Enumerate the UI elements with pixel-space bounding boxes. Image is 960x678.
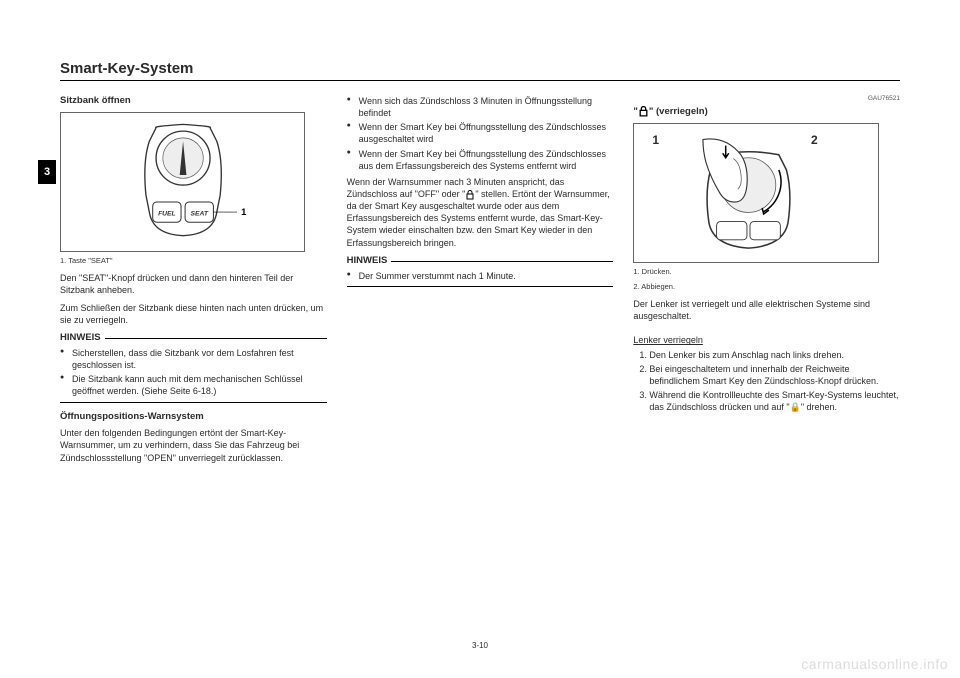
hinweis-rule bbox=[391, 261, 613, 262]
ignition-switch-illustration: FUEL SEAT 1 bbox=[76, 121, 290, 242]
para-locked: Der Lenker ist verriegelt und alle elekt… bbox=[633, 298, 900, 322]
figure-2-label-1: 1 bbox=[652, 132, 659, 148]
list-item: Während die Kontrollleuchte des Smart-Ke… bbox=[649, 389, 900, 413]
svg-text:1: 1 bbox=[241, 207, 246, 218]
column-3: GAU76521 "" (verriegeln) 1 2 bbox=[633, 95, 900, 470]
list-item: Der Summer verstummt nach 1 Minute. bbox=[347, 270, 614, 282]
hinweis-text: HINWEIS bbox=[60, 332, 101, 345]
chapter-tab: 3 bbox=[38, 160, 56, 184]
hinweis-text: HINWEIS bbox=[347, 255, 388, 268]
list-item: Den Lenker bis zum Anschlag nach links d… bbox=[649, 349, 900, 361]
seat-open-heading: Sitzbank öffnen bbox=[60, 95, 327, 108]
lock-heading: "" (verriegeln) bbox=[633, 106, 900, 119]
para-seat-open-2: Zum Schließen der Sitzbank diese hinten … bbox=[60, 302, 327, 326]
hinweis-label-1: HINWEIS bbox=[60, 332, 327, 345]
figure-1-caption: 1. Taste "SEAT" bbox=[60, 256, 327, 266]
hinweis-rule bbox=[105, 338, 327, 339]
hinweis-label-2: HINWEIS bbox=[347, 255, 614, 268]
warn-heading: Öffnungspositions-Warnsystem bbox=[60, 411, 327, 424]
list-item: Wenn sich das Zündschloss 3 Minuten in Ö… bbox=[347, 95, 614, 119]
rule bbox=[347, 286, 614, 287]
page-title: Smart-Key-System bbox=[60, 60, 900, 81]
hinweis-list-2: Der Summer verstummt nach 1 Minute. bbox=[347, 270, 614, 282]
figure-2-caption-2: 2. Abbiegen. bbox=[633, 282, 900, 292]
lock-steps-heading: Lenker verriegeln bbox=[633, 334, 900, 346]
page: Smart-Key-System 3 Sitzbank öffnen FUEL bbox=[0, 0, 960, 678]
columns: Sitzbank öffnen FUEL SEAT 1 bbox=[60, 95, 900, 470]
column-1: Sitzbank öffnen FUEL SEAT 1 bbox=[60, 95, 327, 470]
svg-text:SEAT: SEAT bbox=[190, 211, 208, 218]
figure-2-label-2: 2 bbox=[811, 132, 818, 148]
list-item: Sicherstellen, dass die Sitzbank vor dem… bbox=[60, 347, 327, 371]
hinweis-list-1: Sicherstellen, dass die Sitzbank vor dem… bbox=[60, 347, 327, 398]
list-item: Die Sitzbank kann auch mit dem mechanisc… bbox=[60, 373, 327, 397]
lock-icon bbox=[465, 190, 475, 200]
page-number: 3-10 bbox=[472, 641, 488, 650]
figure-lock-action: 1 2 bbox=[633, 123, 878, 263]
para-warn-action: Wenn der Warnsummer nach 3 Minuten anspr… bbox=[347, 176, 614, 249]
rule bbox=[60, 402, 327, 403]
lock-icon bbox=[638, 106, 649, 117]
warn-conditions-list: Wenn sich das Zündschloss 3 Minuten in Ö… bbox=[347, 95, 614, 172]
column-2: Wenn sich das Zündschloss 3 Minuten in Ö… bbox=[347, 95, 614, 470]
svg-text:FUEL: FUEL bbox=[158, 211, 176, 218]
figure-seat-button: FUEL SEAT 1 bbox=[60, 112, 305, 252]
para-seat-open-1: Den "SEAT"-Knopf drücken und dann den hi… bbox=[60, 272, 327, 296]
lock-press-turn-illustration bbox=[649, 132, 863, 253]
lock-steps-list: Den Lenker bis zum Anschlag nach links d… bbox=[633, 349, 900, 414]
list-item: Wenn der Smart Key bei Öffnungsstellung … bbox=[347, 148, 614, 172]
figure-2-caption-1: 1. Drücken. bbox=[633, 267, 900, 277]
list-item: Bei eingeschaltetem und innerhalb der Re… bbox=[649, 363, 900, 387]
ref-code: GAU76521 bbox=[633, 95, 900, 104]
list-item: Wenn der Smart Key bei Öffnungsstellung … bbox=[347, 121, 614, 145]
para-warn-1: Unter den folgenden Bedingungen ertönt d… bbox=[60, 427, 327, 463]
watermark: carmanualsonline.info bbox=[801, 656, 948, 672]
